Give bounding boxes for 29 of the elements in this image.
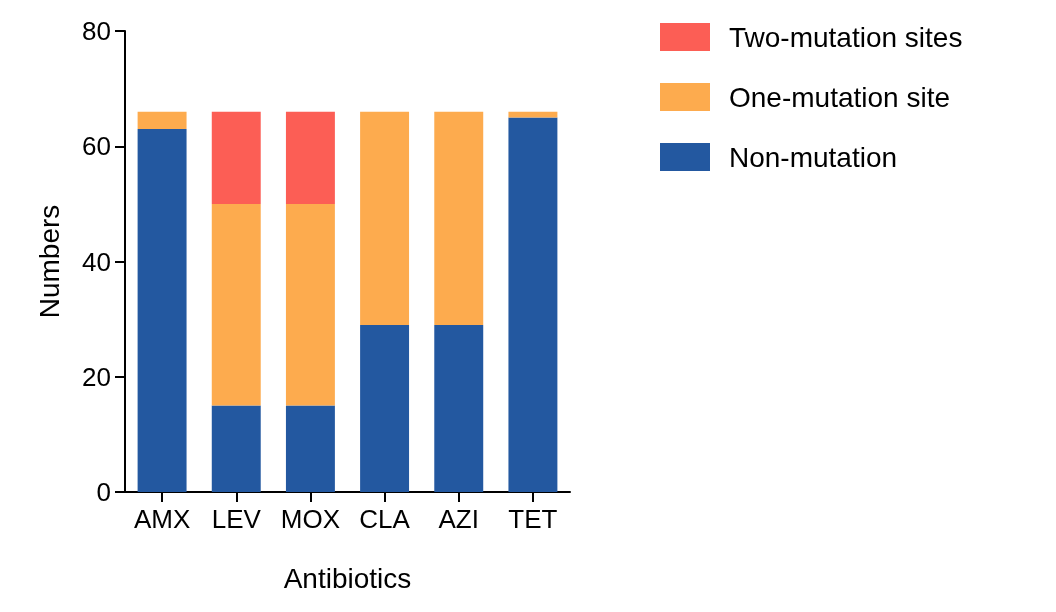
bar bbox=[137, 128, 187, 492]
bar bbox=[285, 405, 335, 492]
bar bbox=[211, 111, 261, 204]
bar bbox=[434, 324, 484, 492]
bar bbox=[360, 111, 410, 325]
bar bbox=[285, 203, 335, 406]
x-tick-label: MOX bbox=[280, 504, 341, 534]
bar bbox=[211, 203, 261, 406]
x-tick-label: CLA bbox=[359, 504, 411, 534]
x-tick-label: LEV bbox=[211, 504, 262, 534]
y-axis-title: Numbers bbox=[33, 204, 65, 319]
bar bbox=[508, 117, 558, 492]
y-tick-label: 40 bbox=[82, 246, 111, 277]
legend-label: Two-mutation sites bbox=[729, 21, 963, 53]
bar bbox=[434, 111, 484, 325]
x-tick-label: AMX bbox=[133, 504, 191, 534]
legend-label: Non-mutation bbox=[729, 141, 898, 173]
x-tick-label: AZI bbox=[438, 504, 479, 534]
legend-label: One-mutation site bbox=[729, 81, 950, 113]
bar bbox=[211, 405, 261, 492]
y-tick-label: 20 bbox=[82, 361, 111, 392]
bar bbox=[285, 111, 335, 204]
y-tick-label: 80 bbox=[82, 16, 111, 46]
bar bbox=[137, 111, 187, 129]
y-tick-label: 0 bbox=[96, 477, 111, 507]
bar bbox=[360, 324, 410, 492]
x-tick-label: TET bbox=[508, 504, 558, 534]
y-tick-label: 60 bbox=[82, 131, 111, 162]
x-axis-title: Antibiotics bbox=[283, 562, 412, 594]
